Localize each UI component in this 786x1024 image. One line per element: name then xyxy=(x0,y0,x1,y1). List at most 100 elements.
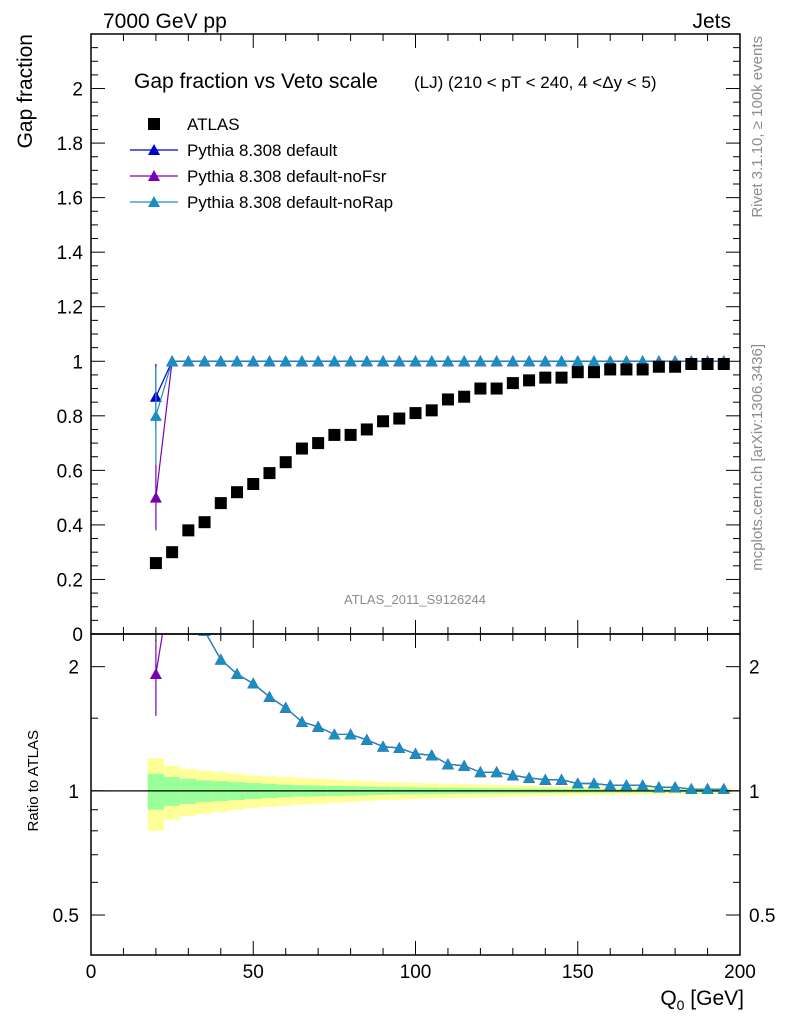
main-series-marker xyxy=(458,355,471,367)
ratio-series-marker xyxy=(555,773,568,785)
ratio-x-tick-label: 100 xyxy=(400,962,432,983)
main-series-line xyxy=(155,360,724,498)
main-y-tick-label: 0.2 xyxy=(57,570,83,591)
ratio-series-marker xyxy=(344,728,357,740)
legend-entry-label: ATLAS xyxy=(187,115,240,134)
ratio-series-marker xyxy=(458,759,471,771)
main-series-marker xyxy=(166,355,179,367)
ratio-x-tick-label: 0 xyxy=(86,962,97,983)
main-series-marker xyxy=(198,355,211,367)
main-series-marker xyxy=(149,409,162,421)
ratio-series-marker xyxy=(231,667,244,679)
main-series-marker xyxy=(393,355,406,367)
ratio-series-marker xyxy=(263,690,276,702)
main-series-marker xyxy=(295,355,308,367)
ratio-series-marker xyxy=(474,766,487,778)
ratio-series-marker xyxy=(182,612,194,623)
data-point-marker xyxy=(214,497,227,510)
data-point-marker xyxy=(506,377,519,390)
legend-marker xyxy=(148,144,160,155)
main-series-marker xyxy=(149,491,162,503)
ratio-series-marker xyxy=(182,612,194,623)
main-series-marker xyxy=(344,355,357,367)
data-point-marker xyxy=(328,428,341,441)
legend-marker xyxy=(148,118,160,130)
ratio-series-marker xyxy=(620,779,633,791)
data-point-marker xyxy=(312,437,325,450)
data-point-marker xyxy=(247,478,260,490)
main-series-marker xyxy=(328,355,341,367)
data-point-marker xyxy=(717,358,730,370)
chart-subtitle: (LJ) (210 < pT < 240, 4 <Δy < 5) xyxy=(414,73,657,92)
main-series-marker xyxy=(312,355,325,367)
ratio-series-marker xyxy=(150,583,162,594)
ratio-y-tick-label-right: 2 xyxy=(749,658,760,679)
ratio-series-marker xyxy=(377,740,390,752)
ratio-series-marker xyxy=(604,779,617,791)
header-process: Jets xyxy=(692,10,731,33)
main-y-tick-label: 0.6 xyxy=(57,461,83,482)
ratio-series-line xyxy=(155,634,724,790)
data-point-marker xyxy=(587,366,600,379)
main-y-tick-label: 0.8 xyxy=(57,407,83,428)
data-point-marker xyxy=(295,442,308,455)
legend-entry-label: Pythia 8.308 default xyxy=(187,141,338,160)
data-point-marker xyxy=(393,412,406,425)
ratio-series-marker xyxy=(150,568,162,579)
ratio-series-marker xyxy=(214,653,227,665)
ratio-series-marker xyxy=(506,769,519,781)
main-series-marker xyxy=(263,355,276,367)
main-y-tick-label: 2 xyxy=(72,80,83,101)
data-point-marker xyxy=(198,516,211,529)
ratio-x-tick-label: 200 xyxy=(724,962,756,983)
stat-uncertainty-band xyxy=(147,773,165,810)
legend-entry-label: Pythia 8.308 default-noFsr xyxy=(187,167,387,186)
ratio-series-marker xyxy=(685,783,698,795)
main-series-marker xyxy=(247,355,260,367)
mcplots-reference-label: mcplots.cern.ch [arXiv:1306.3436] xyxy=(749,344,766,571)
ratio-series-marker xyxy=(636,779,649,791)
main-series-marker xyxy=(490,355,503,367)
data-point-marker xyxy=(231,486,244,499)
data-point-marker xyxy=(685,358,698,370)
ratio-series-marker xyxy=(182,612,194,623)
data-point-marker xyxy=(636,363,649,376)
main-y-tick-label: 0 xyxy=(72,625,83,646)
data-point-marker xyxy=(360,423,373,436)
main-series-marker xyxy=(279,355,292,367)
ratio-y-tick-label: 1 xyxy=(68,782,79,803)
ratio-series-marker xyxy=(571,777,584,789)
data-point-marker xyxy=(441,393,454,406)
ratio-y-tick-label-right: 0.5 xyxy=(749,906,775,927)
data-point-marker xyxy=(555,371,568,384)
ratio-series-marker xyxy=(279,701,292,713)
legend-marker xyxy=(148,196,160,207)
main-y-axis-label: Gap fraction xyxy=(14,34,37,148)
data-point-marker xyxy=(604,363,617,376)
main-series-marker xyxy=(425,355,438,367)
main-series-marker xyxy=(539,355,552,367)
main-series-marker xyxy=(523,355,536,367)
ratio-series-marker xyxy=(393,742,406,754)
main-y-tick-label: 0.4 xyxy=(57,516,84,537)
data-point-marker xyxy=(669,360,682,373)
data-point-marker xyxy=(523,374,536,387)
rivet-version-label: Rivet 3.1.10, ≥ 100k events xyxy=(749,36,766,218)
main-series-marker xyxy=(231,355,244,367)
ratio-series-marker xyxy=(166,569,178,580)
ratio-series-line xyxy=(205,634,724,790)
data-point-marker xyxy=(377,415,390,428)
data-point-marker xyxy=(344,428,357,441)
header-energy: 7000 GeV pp xyxy=(103,10,227,33)
ratio-y-axis-label: Ratio to ATLAS xyxy=(25,730,42,831)
ratio-series-marker xyxy=(360,733,373,745)
main-series-marker xyxy=(474,355,487,367)
analysis-watermark: ATLAS_2011_S9126244 xyxy=(344,592,486,607)
data-point-marker xyxy=(701,358,714,370)
main-series-marker xyxy=(409,355,422,367)
main-series-marker xyxy=(360,355,373,367)
data-point-marker xyxy=(149,557,162,570)
main-series-marker xyxy=(214,355,227,367)
ratio-series-marker xyxy=(490,766,503,778)
